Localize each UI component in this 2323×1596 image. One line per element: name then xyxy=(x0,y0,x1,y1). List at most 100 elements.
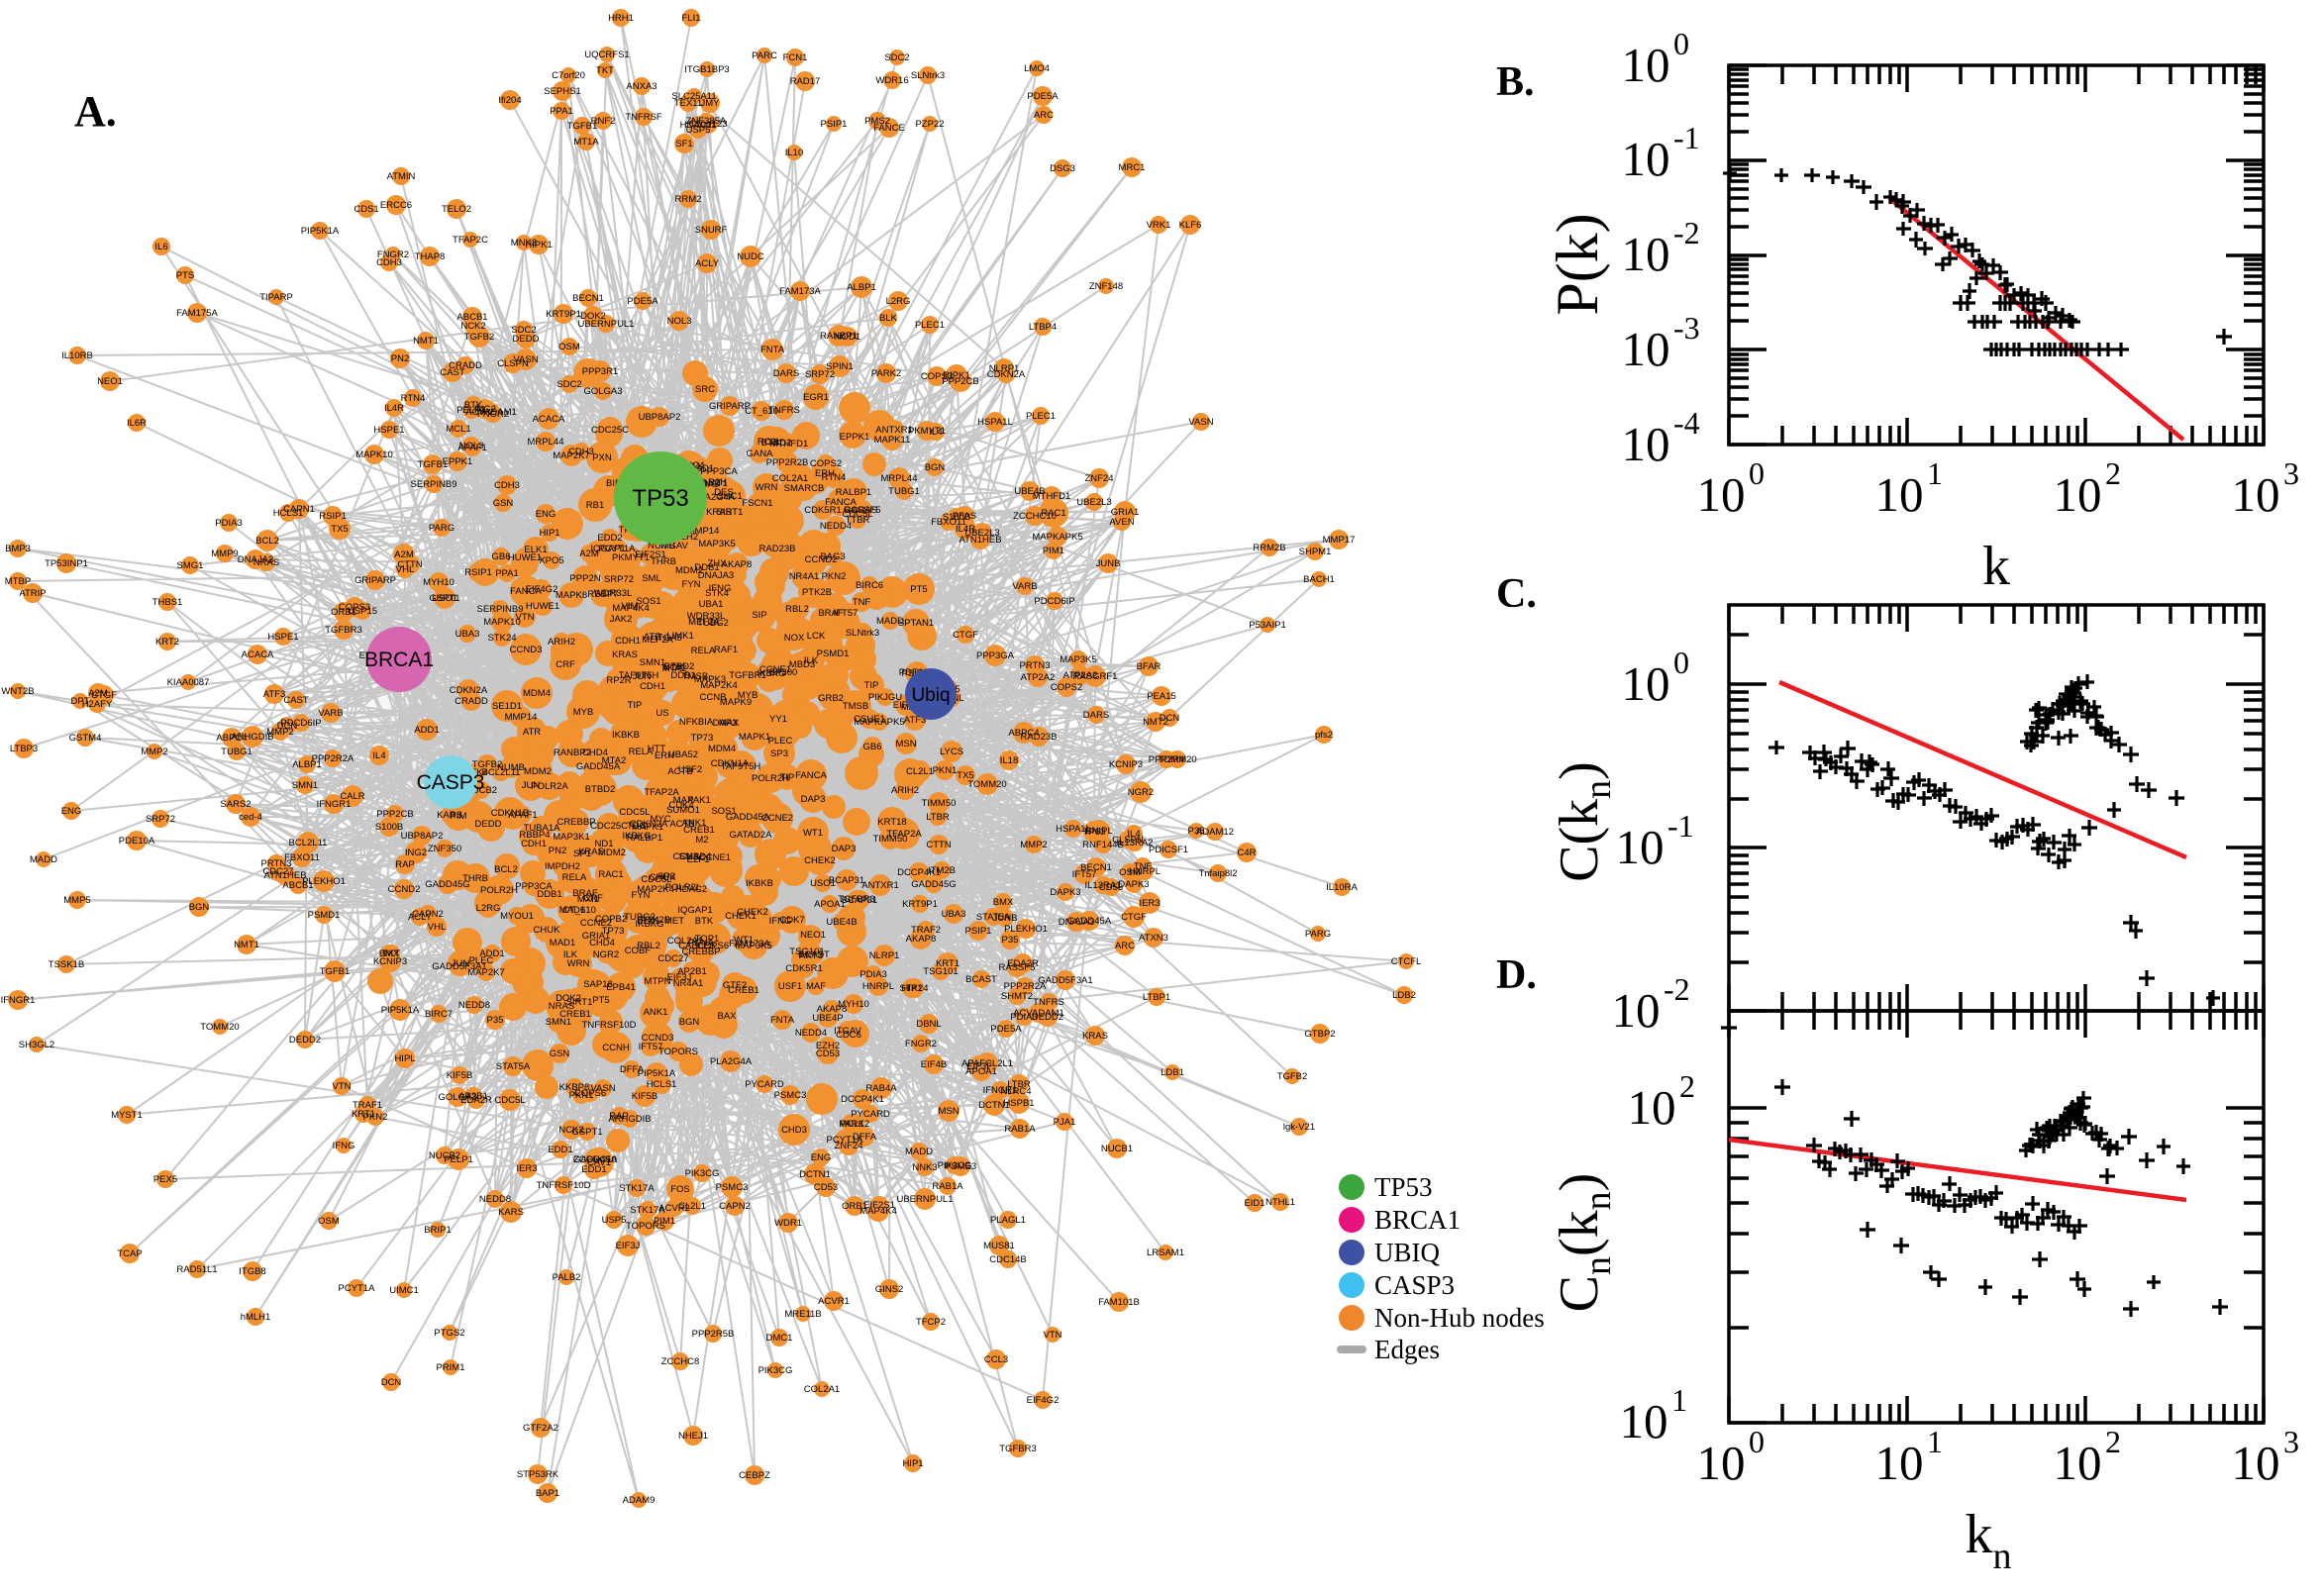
svg-text:ANXA3: ANXA3 xyxy=(626,81,656,92)
svg-text:BCAST: BCAST xyxy=(798,949,830,960)
svg-text:PPP2CB: PPP2CB xyxy=(942,376,979,387)
svg-text:POLR2H: POLR2H xyxy=(752,773,789,784)
svg-text:PTS: PTS xyxy=(176,270,194,281)
svg-text:ENG: ENG xyxy=(61,806,82,817)
svg-text:IFNG: IFNG xyxy=(333,1141,355,1151)
svg-text:NMT1: NMT1 xyxy=(413,336,439,347)
svg-text:BRCA1: BRCA1 xyxy=(1374,1205,1461,1235)
svg-text:TELO2: TELO2 xyxy=(442,204,471,215)
svg-text:PT5: PT5 xyxy=(910,584,927,595)
svg-text:MDM2: MDM2 xyxy=(524,766,552,777)
svg-text:ACVR1: ACVR1 xyxy=(818,1296,850,1307)
svg-text:ADAM9: ADAM9 xyxy=(623,1495,656,1506)
svg-text:CDC5L: CDC5L xyxy=(494,1095,525,1106)
svg-text:WRN: WRN xyxy=(567,958,590,969)
svg-text:TX5: TX5 xyxy=(331,524,348,535)
svg-text:SHMT2: SHMT2 xyxy=(1001,991,1033,1002)
svg-text:GINS2: GINS2 xyxy=(875,1284,904,1295)
svg-text:HUWE1: HUWE1 xyxy=(508,552,542,563)
svg-text:10: 10 xyxy=(2232,1436,2280,1490)
svg-text:PXN: PXN xyxy=(592,452,612,463)
svg-text:MTPN: MTPN xyxy=(645,976,671,987)
svg-text:IL10RB: IL10RB xyxy=(61,350,93,361)
svg-text:MADD: MADD xyxy=(30,854,57,865)
svg-text:IMPDH2: IMPDH2 xyxy=(545,861,580,872)
svg-text:NOD1: NOD1 xyxy=(835,332,860,343)
svg-text:ITM2B: ITM2B xyxy=(928,865,956,876)
svg-text:k: k xyxy=(1982,536,2010,597)
svg-text:KIF5B: KIF5B xyxy=(447,1070,472,1081)
svg-text:MET: MET xyxy=(664,916,684,927)
svg-text:BTK: BTK xyxy=(695,916,714,927)
svg-text:10: 10 xyxy=(1620,1394,1668,1448)
svg-text:BGN: BGN xyxy=(925,462,946,473)
svg-text:GADD45A: GADD45A xyxy=(1067,916,1112,927)
svg-text:NHEJ1: NHEJ1 xyxy=(678,1431,708,1442)
svg-text:PLA2G4A: PLA2G4A xyxy=(710,1056,753,1067)
svg-text:PKN1: PKN1 xyxy=(933,765,958,776)
svg-text:MT1A: MT1A xyxy=(573,137,599,148)
svg-text:PSMD1: PSMD1 xyxy=(308,910,341,921)
svg-text:IFT57: IFT57 xyxy=(834,608,858,619)
svg-text:NTHL1: NTHL1 xyxy=(1265,1197,1295,1208)
svg-text:KRT18: KRT18 xyxy=(877,817,906,828)
svg-text:CDK5R1: CDK5R1 xyxy=(804,505,842,516)
svg-text:KIAA0087: KIAA0087 xyxy=(167,677,210,688)
svg-text:BCL2: BCL2 xyxy=(494,864,518,875)
svg-text:PCYT1A: PCYT1A xyxy=(339,1283,376,1294)
svg-text:PDIA3: PDIA3 xyxy=(859,969,886,980)
svg-text:ANK1: ANK1 xyxy=(644,1007,668,1018)
svg-text:BTK: BTK xyxy=(464,400,483,411)
svg-text:MYST1: MYST1 xyxy=(111,1110,143,1121)
svg-text:-3: -3 xyxy=(1673,310,1700,346)
svg-text:SMN1: SMN1 xyxy=(640,657,665,668)
svg-text:Tnfaip8l2: Tnfaip8l2 xyxy=(1198,868,1237,879)
svg-text:CCNB: CCNB xyxy=(700,692,727,703)
svg-text:10: 10 xyxy=(1622,227,1670,281)
svg-text:VTN: VTN xyxy=(333,1081,352,1092)
svg-text:MYH10: MYH10 xyxy=(423,577,454,588)
svg-text:IKBKB: IKBKB xyxy=(746,878,773,889)
svg-text:RAP: RAP xyxy=(395,859,415,870)
svg-text:10: 10 xyxy=(1875,1436,1924,1490)
svg-text:E2F1: E2F1 xyxy=(687,854,710,865)
svg-text:FSCN1: FSCN1 xyxy=(742,498,772,509)
svg-text:STAT5A: STAT5A xyxy=(496,1061,531,1072)
svg-text:MADD: MADD xyxy=(876,616,904,627)
svg-text:USP5: USP5 xyxy=(686,125,711,136)
svg-text:FAM175A: FAM175A xyxy=(176,308,218,319)
svg-text:ATN1HEB: ATN1HEB xyxy=(263,870,306,881)
svg-text:NMT1: NMT1 xyxy=(234,940,259,950)
svg-text:PDE5A: PDE5A xyxy=(1027,91,1059,102)
svg-text:GRIPARP: GRIPARP xyxy=(354,575,396,586)
svg-text:DEDD: DEDD xyxy=(513,334,540,345)
svg-text:LTBP1: LTBP1 xyxy=(1143,992,1170,1003)
svg-text:-2: -2 xyxy=(1664,971,1690,1007)
svg-text:VRK1: VRK1 xyxy=(1147,220,1171,231)
svg-text:LTBP4: LTBP4 xyxy=(1029,322,1057,333)
svg-text:PPP2R2B: PPP2R2B xyxy=(766,457,809,468)
svg-text:KCNIP3: KCNIP3 xyxy=(1109,759,1143,770)
svg-text:NUDC: NUDC xyxy=(737,251,764,262)
svg-text:SE1D1: SE1D1 xyxy=(492,701,522,712)
svg-text:TMSB: TMSB xyxy=(843,701,868,712)
svg-text:FANCE: FANCE xyxy=(873,123,905,134)
svg-text:TOPORS: TOPORS xyxy=(658,1047,698,1057)
svg-text:SARS2: SARS2 xyxy=(220,799,251,810)
svg-text:MMP14: MMP14 xyxy=(505,712,538,723)
svg-text:WDR16: WDR16 xyxy=(875,75,908,86)
svg-text:SDC2: SDC2 xyxy=(556,379,581,390)
svg-text:PLEC1: PLEC1 xyxy=(915,320,945,331)
svg-text:S100B: S100B xyxy=(943,512,971,523)
svg-text:BMX: BMX xyxy=(379,948,400,959)
svg-text:ANTXR1: ANTXR1 xyxy=(861,880,898,891)
svg-text:PDICSF1: PDICSF1 xyxy=(1149,845,1188,855)
svg-text:ITGA5: ITGA5 xyxy=(655,633,681,644)
svg-text:ING2: ING2 xyxy=(405,848,427,858)
svg-text:IQGAP1: IQGAP1 xyxy=(677,905,712,916)
svg-text:CDC5L: CDC5L xyxy=(842,509,872,520)
svg-text:GSPT1: GSPT1 xyxy=(429,593,459,604)
svg-text:MMP2: MMP2 xyxy=(141,747,167,757)
svg-text:TIP: TIP xyxy=(864,680,879,691)
svg-text:MMP9: MMP9 xyxy=(211,549,238,559)
